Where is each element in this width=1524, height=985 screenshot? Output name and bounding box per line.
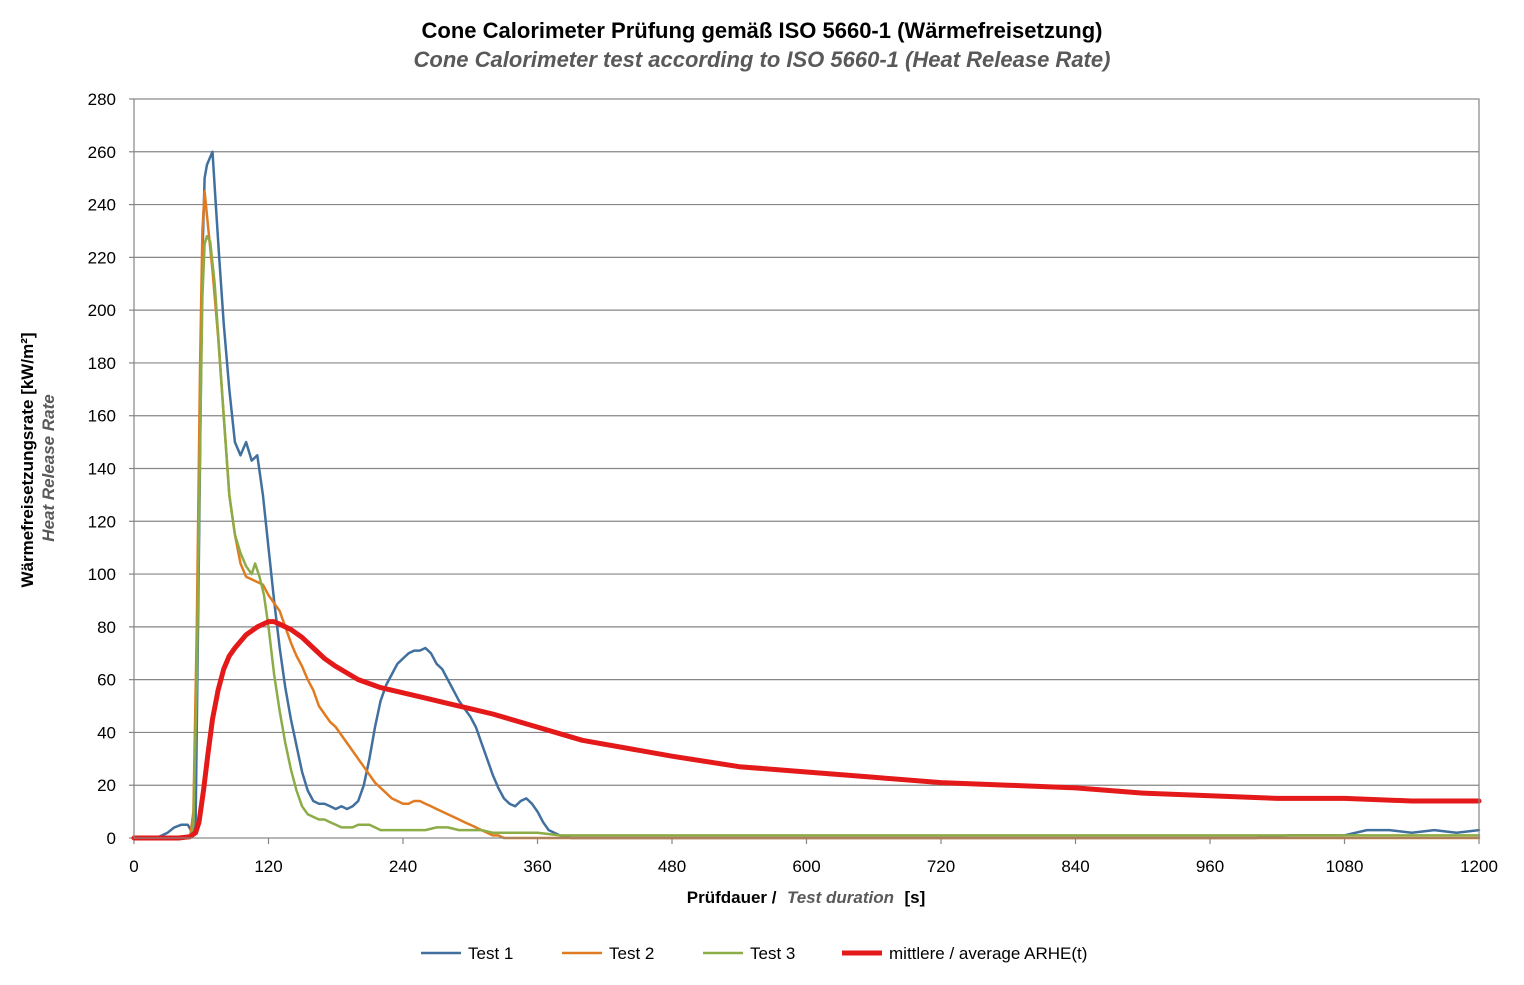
x-tick-label: 720: [927, 857, 955, 876]
x-tick-label: 0: [129, 857, 138, 876]
x-tick-label: 600: [792, 857, 820, 876]
y-axis-ticks: 0 20 40 60 80 100 120 140 160 180 200 220 240 260 280: [88, 90, 134, 848]
series-line-3: [132, 234, 1481, 840]
x-axis-ticks: 0 120 240 360 480 600 720 840 960 1080 1200: [129, 838, 1498, 876]
x-tick-label: 360: [523, 857, 551, 876]
legend-label-2: Test 2: [609, 944, 654, 963]
x-tick-label: 120: [254, 857, 282, 876]
legend-label-1: Test 1: [468, 944, 513, 963]
chart-subtitle: Cone Calorimeter test according to ISO 5…: [414, 47, 1111, 72]
x-tick-label: 1200: [1460, 857, 1498, 876]
y-tick-label: 40: [97, 723, 116, 742]
x-tick-label: 240: [389, 857, 417, 876]
y-tick-label: 180: [88, 354, 116, 373]
x-axis-title-suffix: [s]: [904, 888, 925, 907]
legend-label-4: mittlere / average ARHE(t): [889, 944, 1087, 963]
x-tick-label: 480: [658, 857, 686, 876]
y-tick-label: 200: [88, 301, 116, 320]
plot-area-border: [133, 98, 1480, 839]
y-axis-title: Wärmefreisetzungsrate [kW/m²]: [18, 332, 37, 587]
x-tick-label: 840: [1061, 857, 1089, 876]
y-tick-label: 260: [88, 143, 116, 162]
y-tick-label: 100: [88, 565, 116, 584]
legend-label-3: Test 3: [750, 944, 795, 963]
x-tick-label: 960: [1196, 857, 1224, 876]
y-tick-label: 80: [97, 618, 116, 637]
chart-title: Cone Calorimeter Prüfung gemäß ISO 5660-…: [422, 18, 1103, 43]
y-tick-label: 140: [88, 460, 116, 479]
x-axis-title-italic: Test duration: [787, 888, 894, 907]
legend: Test 1 Test 2 Test 3 mittlere / average ARH…: [421, 944, 1087, 963]
y-tick-label: 60: [97, 671, 116, 690]
y-tick-label: 120: [88, 512, 116, 531]
y-tick-label: 280: [88, 90, 116, 109]
y-tick-label: 160: [88, 407, 116, 426]
x-axis-title-prefix: Prüfdauer /: [687, 888, 777, 907]
series-line-4: [131, 619, 1482, 841]
y-tick-label: 0: [107, 829, 116, 848]
y-tick-label: 240: [88, 196, 116, 215]
x-axis-title: Prüfdauer / Test duration [s]: [687, 888, 925, 907]
y-axis-title-italic: Heat Release Rate: [39, 394, 58, 541]
x-tick-label: 1080: [1326, 857, 1364, 876]
y-tick-label: 220: [88, 248, 116, 267]
y-tick-label: 20: [97, 776, 116, 795]
